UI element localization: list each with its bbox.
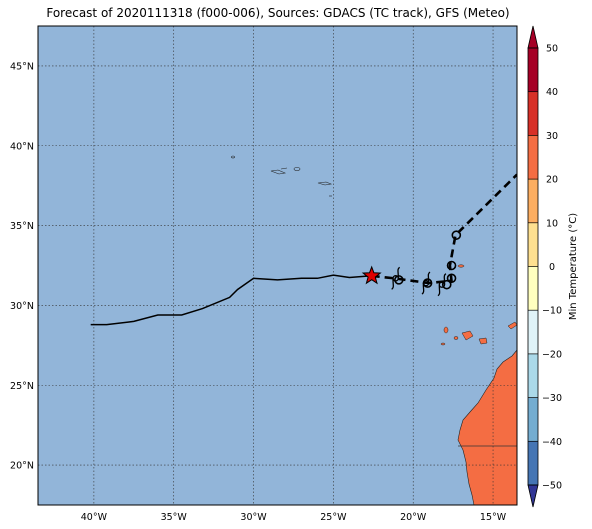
forecast-position-marker: [446, 260, 457, 271]
colorbar-segment: [528, 91, 538, 136]
colorbar-segment: [528, 266, 538, 311]
lon-tick-label: 15°W: [480, 512, 507, 523]
colorbar: 50 40 30 20 10 0 −10 −20 −30 −40 −50 Min Temperatur…: [527, 25, 579, 508]
lon-tick-label: 35°W: [161, 512, 188, 523]
colorbar-segment: [528, 179, 538, 223]
canary-islands: [440, 264, 517, 346]
cyclone-symbols: [391, 266, 447, 297]
colorbar-tick-label: 50: [546, 44, 558, 55]
colorbar-tick-label: −40: [542, 437, 562, 448]
longitude-axis: 40°W 35°W 30°W 25°W 20°W 15°W: [81, 512, 507, 523]
forecast-position-marker: [441, 279, 452, 290]
past-track-line: [90, 274, 371, 326]
ocean-background: [38, 26, 517, 505]
colorbar-segment: [528, 135, 538, 180]
lat-tick-label: 45°N: [10, 61, 34, 72]
colorbar-segment: [528, 48, 538, 92]
colorbar-tick-label: −50: [542, 481, 562, 492]
colorbar-extend-top: [527, 25, 539, 49]
cyclone-icon: [437, 273, 447, 297]
colorbar-tick-label: 20: [546, 175, 558, 186]
lon-tick-label: 20°W: [400, 512, 427, 523]
africa-landmass: [457, 349, 517, 505]
colorbar-tick-label: 40: [546, 87, 558, 98]
lon-tick-label: 25°W: [320, 512, 347, 523]
azores-islands: [231, 155, 333, 197]
colorbar-tick-label: 30: [546, 131, 558, 142]
lat-tick-label: 25°N: [10, 381, 34, 392]
colorbar-tick-label: 0: [549, 262, 555, 273]
colorbar-segment: [528, 310, 538, 354]
lon-tick-label: 30°W: [240, 512, 267, 523]
lat-tick-label: 30°N: [10, 301, 34, 312]
colorbar-tick-label: −30: [542, 393, 562, 404]
forecast-position-marker: [451, 230, 462, 240]
colorbar-segment: [528, 441, 538, 485]
map-frame: [37, 25, 518, 506]
colorbar-segment: [528, 222, 538, 267]
colorbar-segment: [528, 397, 538, 442]
cyclone-icon: [421, 271, 431, 295]
colorbar-tick-label: 10: [546, 218, 558, 229]
current-position-star-icon: [361, 265, 382, 285]
lon-tick-label: 40°W: [81, 512, 108, 523]
colorbar-tick-label: −20: [542, 349, 562, 360]
forecast-track-line: [371, 173, 517, 285]
colorbar-tick-label: −10: [542, 306, 562, 317]
colorbar-segment: [528, 353, 538, 398]
graticule: [38, 26, 517, 505]
lat-tick-label: 20°N: [10, 461, 34, 472]
cyclone-icon: [391, 266, 401, 290]
colorbar-label: Min Temperature (°C): [568, 213, 579, 320]
latitude-axis: 20°N 25°N 30°N 35°N 40°N 45°N: [10, 61, 34, 471]
colorbar-extend-bottom: [527, 484, 539, 508]
map-title: Forecast of 2020111318 (f000-006), Sourc…: [46, 6, 510, 20]
lat-tick-label: 40°N: [10, 141, 34, 152]
lat-tick-label: 35°N: [10, 221, 34, 232]
forecast-position-marker: [446, 273, 457, 284]
